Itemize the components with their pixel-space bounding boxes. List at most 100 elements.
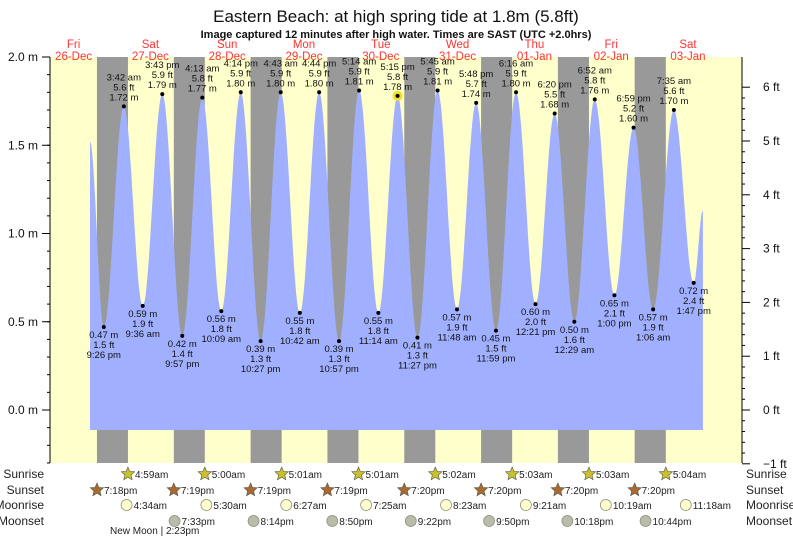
chart-title: Eastern Beach: at high spring tide at 1.… bbox=[213, 7, 579, 26]
low-tide-point bbox=[454, 307, 459, 312]
low-tide-label: 0.55 m bbox=[285, 316, 314, 327]
low-tide-label: 0.45 m bbox=[481, 334, 510, 345]
plot-area bbox=[50, 57, 742, 463]
high-tide-label: 1.77 m bbox=[188, 84, 217, 95]
high-tide-point bbox=[631, 125, 636, 130]
moonset-icon bbox=[404, 515, 417, 527]
high-tide-label: 5.5 ft bbox=[544, 89, 565, 100]
left-tick-label: 1.5 m bbox=[8, 138, 38, 152]
sunset-time: 7:18pm bbox=[104, 486, 137, 497]
high-tide-label: 5.9 ft bbox=[505, 68, 526, 79]
sunset-time: 7:20pm bbox=[488, 486, 521, 497]
sunset-time: 7:19pm bbox=[258, 486, 291, 497]
day-label-date: 02-Jan bbox=[594, 51, 629, 63]
moonset-time: 8:50pm bbox=[339, 517, 372, 528]
low-tide-label: 11:27 pm bbox=[398, 361, 437, 372]
low-tide-point bbox=[258, 339, 263, 344]
high-tide-label: 7:35 am bbox=[657, 76, 691, 87]
low-tide-label: 10:09 am bbox=[201, 334, 241, 345]
low-tide-label: 1:00 pm bbox=[597, 318, 631, 329]
sunrise-time: 5:04am bbox=[673, 470, 706, 481]
high-tide-label: 3:42 am bbox=[107, 72, 141, 83]
low-tide-label: 2.4 ft bbox=[683, 296, 704, 307]
sunset-icon bbox=[320, 482, 335, 497]
right-tick-label: 4 ft bbox=[763, 188, 780, 202]
low-tide-label: 1.4 ft bbox=[172, 349, 193, 360]
low-tide-label: 9:57 pm bbox=[165, 359, 199, 370]
low-tide-label: 10:42 am bbox=[280, 336, 320, 347]
high-tide-label: 5.8 ft bbox=[387, 72, 408, 83]
sunrise-time: 5:03am bbox=[596, 470, 629, 481]
day-label-date: 30-Dec bbox=[362, 51, 399, 63]
moonrise-icon bbox=[200, 499, 213, 511]
low-tide-label: 0.56 m bbox=[207, 314, 236, 325]
day-label-dow: Mon bbox=[293, 39, 315, 51]
left-tick-label: 0.0 m bbox=[8, 403, 38, 417]
sunset-time: 7:20pm bbox=[642, 486, 675, 497]
low-tide-label: 10:57 pm bbox=[319, 364, 359, 375]
day-label-date: 27-Dec bbox=[132, 51, 169, 63]
sunset-icon bbox=[627, 482, 643, 497]
low-tide-label: 1.8 ft bbox=[211, 324, 232, 335]
low-tide-label: 0.55 m bbox=[364, 316, 393, 327]
sunrise-row-label: Sunrise bbox=[3, 467, 44, 481]
moonset-icon bbox=[168, 515, 181, 527]
high-tide-point bbox=[160, 92, 165, 97]
high-tide-point bbox=[278, 90, 283, 95]
sunset-time: 7:20pm bbox=[565, 486, 598, 497]
right-tick-label: 0 ft bbox=[763, 403, 780, 417]
sunrise-icon bbox=[581, 466, 597, 481]
day-label-date: 03-Jan bbox=[670, 51, 705, 63]
high-tide-point bbox=[474, 100, 479, 105]
low-tide-label: 2.1 ft bbox=[604, 308, 625, 319]
moonset-icon bbox=[326, 515, 339, 527]
high-tide-label: 5.6 ft bbox=[663, 86, 684, 97]
high-tide-point bbox=[671, 107, 676, 112]
right-tick-label: 2 ft bbox=[763, 295, 780, 309]
high-tide-point bbox=[238, 90, 243, 95]
high-tide-label: 1.79 m bbox=[148, 80, 177, 91]
moonrise-time: 6:27am bbox=[293, 501, 326, 512]
low-tide-label: 0.65 m bbox=[600, 298, 629, 309]
low-tide-point bbox=[219, 309, 224, 314]
high-tide-label: 1.68 m bbox=[540, 99, 569, 110]
low-tide-point bbox=[337, 339, 342, 344]
moonset-icon bbox=[561, 515, 574, 527]
day-label-dow: Sat bbox=[142, 39, 160, 51]
low-tide-label: 10:27 pm bbox=[241, 364, 281, 375]
high-tide-label: 3:43 pm bbox=[145, 60, 179, 71]
high-tide-label: 6:16 am bbox=[499, 58, 533, 69]
sunrise-icon bbox=[427, 466, 443, 481]
high-tide-label: 1.80 m bbox=[502, 78, 531, 89]
high-tide-label: 5.8 ft bbox=[584, 75, 605, 86]
low-tide-label: 0.59 m bbox=[128, 309, 157, 320]
day-label-dow: Fri bbox=[604, 39, 617, 51]
low-tide-label: 0.47 m bbox=[89, 330, 118, 341]
low-tide-label: 0.41 m bbox=[403, 341, 432, 352]
low-tide-label: 0.57 m bbox=[442, 312, 471, 323]
day-label-date: 31-Dec bbox=[439, 51, 476, 63]
low-tide-point bbox=[140, 303, 145, 308]
moonset-time: 10:44pm bbox=[653, 517, 692, 528]
low-tide-label: 12:21 pm bbox=[516, 327, 556, 338]
sunrise-time: 5:00am bbox=[212, 470, 245, 481]
moonset-row-label: Moonset bbox=[0, 514, 45, 528]
chart-subtitle: Image captured 12 minutes after high wat… bbox=[201, 29, 592, 41]
sunrise-icon bbox=[197, 466, 213, 481]
high-tide-point bbox=[592, 97, 597, 102]
sunset-time: 7:19pm bbox=[334, 486, 367, 497]
high-tide-label: 1.80 m bbox=[305, 78, 334, 89]
high-tide-label: 5.9 ft bbox=[309, 68, 330, 79]
high-tide-label: 6:52 am bbox=[578, 65, 612, 76]
low-tide-point bbox=[101, 325, 106, 330]
sunrise-icon bbox=[274, 466, 290, 481]
low-tide-label: 1.3 ft bbox=[328, 354, 349, 365]
moonrise-time: 4:34am bbox=[134, 501, 167, 512]
day-label-dow: Wed bbox=[446, 39, 469, 51]
high-tide-label: 1.60 m bbox=[619, 114, 648, 125]
low-tide-label: 12:29 am bbox=[555, 345, 595, 356]
left-tick-label: 1.0 m bbox=[8, 227, 38, 241]
moonrise-row-label-right: Moonrise bbox=[746, 498, 793, 512]
moonrise-icon bbox=[599, 499, 612, 511]
